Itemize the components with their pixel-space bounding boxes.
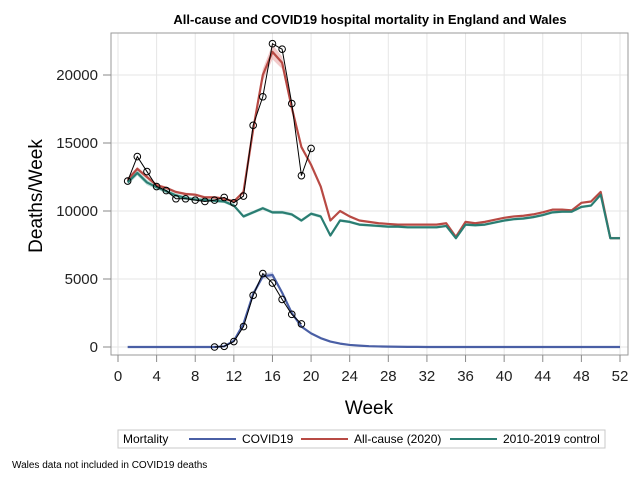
chart-title: All-cause and COVID19 hospital mortality… xyxy=(173,12,566,27)
legend-title: Mortality xyxy=(123,432,168,446)
x-tick-label: 44 xyxy=(534,368,551,385)
footnote: Wales data not included in COVID19 death… xyxy=(12,460,207,471)
x-tick-label: 48 xyxy=(573,368,590,385)
x-tick-label: 0 xyxy=(114,368,122,385)
point-all-cause-observed-points xyxy=(307,144,315,153)
point-all-cause-observed-points xyxy=(133,152,142,161)
point-covid19-observed-points xyxy=(297,320,306,328)
point-covid19-observed-points xyxy=(230,337,238,346)
x-tick-label: 12 xyxy=(226,368,243,385)
legend-box xyxy=(117,429,606,449)
x-tick-label: 8 xyxy=(191,368,199,385)
point-all-cause-observed-points xyxy=(230,199,238,207)
line-all-cause-2020 xyxy=(126,50,620,240)
legend-label-control: 2010-2019 control xyxy=(503,432,600,446)
point-all-cause-observed-points xyxy=(162,186,171,195)
point-all-cause-observed-points xyxy=(143,167,151,176)
point-all-cause-observed-points xyxy=(181,194,190,203)
point-covid19-observed-points xyxy=(210,343,219,351)
connector-all-cause-observed-points xyxy=(127,42,312,204)
observed-markers xyxy=(123,39,315,351)
point-covid19-observed-points xyxy=(249,291,257,300)
point-all-cause-observed-points xyxy=(249,121,257,130)
point-covid19-observed-points xyxy=(220,342,228,351)
point-all-cause-observed-points xyxy=(152,182,161,191)
x-tick-label: 4 xyxy=(152,368,160,385)
x-tick-label: 32 xyxy=(419,368,436,385)
x-tick-label: 40 xyxy=(496,368,513,385)
point-all-cause-observed-points xyxy=(268,39,277,48)
point-all-cause-observed-points xyxy=(191,196,200,204)
legend-label-covid19: COVID19 xyxy=(242,432,294,446)
x-axis: 0 4 8 12 16 20 24 28 32 36 40 44 48 52 xyxy=(114,355,629,385)
y-tick-label: 20000 xyxy=(56,67,98,84)
y-axis-label: Deaths/Week xyxy=(26,139,47,253)
legend: Mortality COVID19 All-cause (2020) 2010-… xyxy=(117,429,606,449)
point-covid19-observed-points xyxy=(268,279,277,287)
point-all-cause-observed-points xyxy=(210,196,219,204)
y-tick-label: 10000 xyxy=(56,203,98,220)
line-covid19 xyxy=(127,273,620,349)
plot-frame xyxy=(110,32,629,356)
point-covid19-observed-points xyxy=(287,310,296,319)
x-axis-label: Week xyxy=(345,398,394,419)
x-tick-label: 20 xyxy=(303,368,320,385)
point-all-cause-observed-points xyxy=(239,192,248,200)
point-all-cause-observed-points xyxy=(220,193,228,202)
y-axis: 0 5000 10000 15000 20000 xyxy=(56,67,111,356)
legend-label-all-cause: All-cause (2020) xyxy=(354,432,441,446)
x-tick-label: 16 xyxy=(264,368,281,385)
y-tick-label: 5000 xyxy=(65,271,98,288)
y-tick-label: 0 xyxy=(90,339,98,356)
point-all-cause-observed-points xyxy=(123,177,132,185)
x-tick-label: 28 xyxy=(380,368,397,385)
x-tick-label: 52 xyxy=(612,368,629,385)
point-all-cause-observed-points xyxy=(297,171,306,180)
point-covid19-observed-points xyxy=(239,322,248,331)
point-all-cause-observed-points xyxy=(287,99,296,108)
point-all-cause-observed-points xyxy=(201,197,209,206)
point-all-cause-observed-points xyxy=(259,92,267,101)
point-covid19-observed-points xyxy=(259,269,267,278)
x-tick-label: 36 xyxy=(457,368,474,385)
y-tick-label: 15000 xyxy=(56,135,98,152)
point-all-cause-observed-points xyxy=(172,194,180,203)
point-all-cause-observed-points xyxy=(278,45,286,53)
point-covid19-observed-points xyxy=(278,295,286,304)
connector-covid19-observed-points xyxy=(214,272,302,348)
x-tick-label: 24 xyxy=(341,368,358,385)
